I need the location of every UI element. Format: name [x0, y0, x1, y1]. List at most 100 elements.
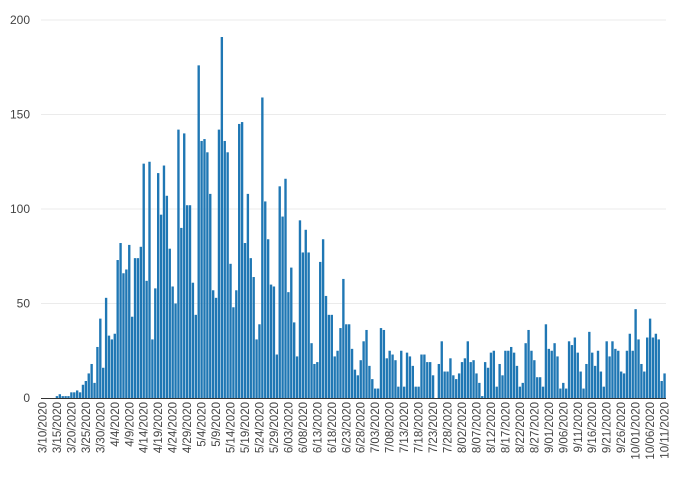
bar — [625, 350, 629, 398]
x-tick-label: 6/13/2020 — [312, 402, 324, 453]
bar — [206, 152, 209, 398]
bar — [128, 244, 131, 398]
bar — [426, 362, 429, 398]
bar — [345, 324, 348, 398]
bar — [319, 261, 322, 398]
bar — [130, 316, 134, 398]
bar — [240, 122, 244, 398]
bar — [564, 388, 568, 398]
bar — [125, 269, 128, 398]
bar — [397, 386, 400, 398]
bar — [443, 371, 446, 398]
x-tick-label: 5/14/2020 — [226, 402, 238, 453]
bar — [469, 362, 472, 398]
bar — [507, 350, 510, 398]
bar — [177, 129, 180, 398]
x-tick-label: 3/30/2020 — [95, 402, 107, 453]
bar — [463, 358, 467, 398]
bar — [209, 193, 212, 398]
x-tick-label: 7/23/2020 — [428, 402, 440, 453]
bar — [533, 360, 536, 398]
bar — [310, 343, 313, 398]
bar — [84, 380, 88, 398]
bar — [269, 284, 273, 398]
bar — [321, 239, 325, 398]
bar — [165, 195, 169, 398]
y-axis-tick-labels: 0 50 100 150 200 — [10, 13, 30, 405]
bar — [628, 333, 632, 398]
y-tick-label: 0 — [23, 391, 30, 405]
bar — [185, 205, 189, 398]
bar — [266, 239, 270, 398]
bar — [220, 37, 224, 398]
bar — [385, 358, 388, 398]
x-tick-label: 8/22/2020 — [515, 402, 527, 453]
bar — [402, 386, 406, 398]
bar — [61, 396, 64, 398]
bar — [99, 318, 102, 398]
x-tick-label: 9/21/2020 — [602, 402, 614, 453]
bar — [388, 350, 391, 398]
bar — [258, 324, 261, 398]
bar — [423, 354, 426, 398]
y-tick-label: 50 — [17, 297, 31, 311]
bar — [475, 373, 478, 398]
bar — [420, 354, 423, 398]
bar — [336, 350, 339, 398]
bar — [576, 352, 579, 398]
x-tick-label: 3/25/2020 — [81, 402, 93, 453]
bar — [573, 337, 577, 398]
bar — [90, 363, 93, 398]
bar — [339, 328, 342, 398]
bar — [316, 362, 319, 398]
bar — [657, 339, 660, 398]
bar — [226, 152, 229, 398]
bar — [347, 324, 351, 398]
bar — [174, 303, 177, 398]
bar — [614, 348, 617, 398]
bar — [223, 140, 226, 398]
bar — [521, 382, 524, 398]
bar — [640, 363, 643, 398]
bar — [593, 365, 597, 398]
bar — [284, 178, 287, 398]
x-tick-label: 4/24/2020 — [168, 402, 180, 453]
bar — [293, 322, 296, 398]
bar — [58, 394, 61, 398]
bar — [281, 216, 284, 398]
bar — [408, 356, 412, 398]
y-tick-label: 200 — [10, 13, 30, 27]
bar — [73, 392, 76, 398]
bar — [637, 339, 640, 398]
bar — [171, 286, 174, 398]
bar — [515, 365, 519, 398]
bar — [536, 377, 539, 398]
x-tick-label: 8/07/2020 — [471, 402, 483, 453]
x-tick-label: 7/13/2020 — [399, 402, 411, 453]
bar — [431, 375, 435, 398]
bar — [333, 356, 336, 398]
bar — [524, 343, 527, 398]
x-tick-label: 6/03/2020 — [283, 402, 295, 453]
bar — [489, 352, 493, 398]
bar — [518, 386, 522, 398]
bar — [162, 165, 166, 398]
bar — [400, 350, 403, 398]
bar — [365, 329, 368, 398]
bar — [362, 341, 365, 398]
bar — [466, 341, 469, 398]
y-tick-label: 150 — [10, 108, 30, 122]
bar — [243, 243, 247, 398]
bar — [102, 367, 105, 398]
bar — [449, 358, 452, 398]
bar — [368, 365, 371, 398]
bar — [78, 392, 82, 398]
bar — [67, 396, 70, 398]
x-tick-label: 4/14/2020 — [139, 402, 151, 453]
bar — [562, 382, 565, 398]
bar — [460, 362, 464, 398]
x-tick-label: 6/23/2020 — [341, 402, 353, 453]
bar — [122, 273, 125, 398]
x-tick-label: 7/03/2020 — [370, 402, 382, 453]
